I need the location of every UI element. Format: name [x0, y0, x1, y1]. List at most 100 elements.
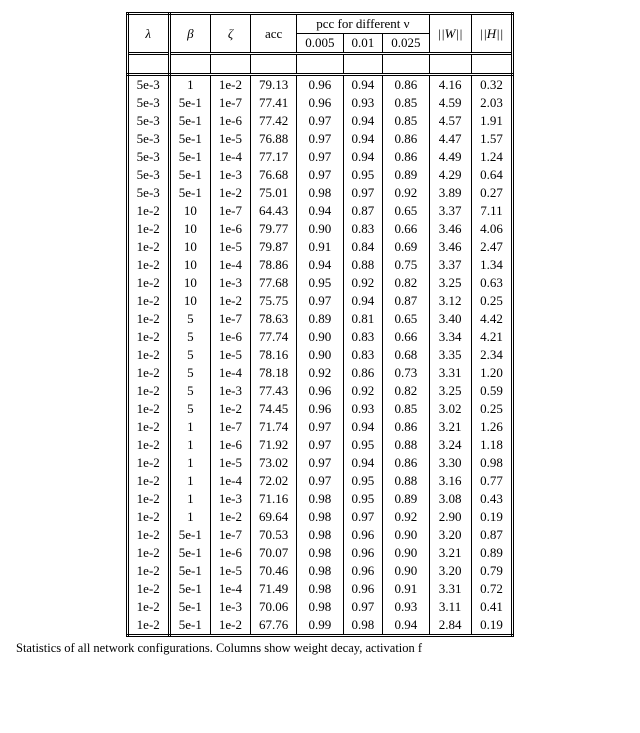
cell: 0.87 [343, 202, 383, 220]
cell: 1.26 [471, 418, 513, 436]
cell: 0.65 [383, 310, 429, 328]
cell: 0.96 [343, 562, 383, 580]
cell: 1e-7 [210, 418, 250, 436]
cell: 0.96 [343, 526, 383, 544]
cell: 5 [169, 346, 210, 364]
cell: 0.98 [471, 454, 513, 472]
cell: 4.59 [429, 94, 471, 112]
cell: 0.93 [343, 400, 383, 418]
cell: 0.41 [471, 598, 513, 616]
cell: 3.11 [429, 598, 471, 616]
col-normH: ||H|| [471, 14, 513, 54]
cell: 72.02 [251, 472, 297, 490]
cell: 5e-3 [127, 75, 169, 95]
col-nu2: 0.01 [343, 34, 383, 54]
table-row: 5e-35e-11e-477.170.970.940.864.491.24 [127, 148, 513, 166]
cell: 3.37 [429, 256, 471, 274]
cell: 0.97 [343, 184, 383, 202]
col-acc: acc [251, 14, 297, 54]
cell: 0.64 [471, 166, 513, 184]
cell: 0.94 [297, 202, 343, 220]
cell: 0.90 [383, 562, 429, 580]
cell: 10 [169, 274, 210, 292]
cell: 3.35 [429, 346, 471, 364]
cell: 4.42 [471, 310, 513, 328]
cell: 0.96 [343, 580, 383, 598]
cell: 73.02 [251, 454, 297, 472]
cell: 1e-2 [127, 580, 169, 598]
cell: 0.97 [297, 166, 343, 184]
cell: 5e-1 [169, 526, 210, 544]
cell: 78.63 [251, 310, 297, 328]
cell: 1e-3 [210, 490, 250, 508]
col-zeta: ζ [210, 14, 250, 54]
cell: 0.96 [343, 544, 383, 562]
cell: 0.94 [297, 256, 343, 274]
cell: 5e-1 [169, 166, 210, 184]
cell: 0.99 [297, 616, 343, 636]
cell: 0.72 [471, 580, 513, 598]
cell: 5e-1 [169, 616, 210, 636]
cell: 0.25 [471, 400, 513, 418]
cell: 1e-2 [127, 436, 169, 454]
cell: 0.79 [471, 562, 513, 580]
cell: 1.24 [471, 148, 513, 166]
cell: 0.89 [383, 490, 429, 508]
cell: 5e-3 [127, 112, 169, 130]
cell: 0.95 [343, 166, 383, 184]
cell: 4.57 [429, 112, 471, 130]
table-row: 1e-251e-677.740.900.830.663.344.21 [127, 328, 513, 346]
cell: 0.82 [383, 382, 429, 400]
cell: 1e-2 [127, 328, 169, 346]
cell: 1e-2 [127, 418, 169, 436]
table-row: 1e-211e-573.020.970.940.863.300.98 [127, 454, 513, 472]
cell: 5e-1 [169, 598, 210, 616]
cell: 10 [169, 238, 210, 256]
table-row: 1e-251e-778.630.890.810.653.404.42 [127, 310, 513, 328]
cell: 5 [169, 382, 210, 400]
cell: 5e-1 [169, 544, 210, 562]
cell: 0.97 [343, 598, 383, 616]
table-row: 5e-35e-11e-677.420.970.940.854.571.91 [127, 112, 513, 130]
cell: 4.16 [429, 75, 471, 95]
cell: 0.98 [297, 598, 343, 616]
cell: 0.94 [343, 112, 383, 130]
cell: 1e-2 [210, 616, 250, 636]
cell: 1e-2 [127, 508, 169, 526]
cell: 1e-7 [210, 526, 250, 544]
stats-table: λ β ζ acc pcc for different ν ||W|| ||H|… [126, 12, 515, 637]
cell: 0.90 [297, 328, 343, 346]
cell: 1e-6 [210, 544, 250, 562]
cell: 0.95 [343, 436, 383, 454]
cell: 0.63 [471, 274, 513, 292]
cell: 5e-3 [127, 166, 169, 184]
cell: 1e-5 [210, 238, 250, 256]
cell: 1e-2 [127, 544, 169, 562]
cell: 1e-4 [210, 580, 250, 598]
cell: 1e-2 [127, 598, 169, 616]
table-row: 1e-211e-269.640.980.970.922.900.19 [127, 508, 513, 526]
cell: 0.90 [383, 526, 429, 544]
cell: 3.34 [429, 328, 471, 346]
cell: 0.94 [343, 292, 383, 310]
cell: 0.19 [471, 508, 513, 526]
cell: 10 [169, 220, 210, 238]
cell: 76.68 [251, 166, 297, 184]
cell: 5e-1 [169, 562, 210, 580]
cell: 1e-2 [127, 454, 169, 472]
cell: 1e-3 [210, 382, 250, 400]
cell: 0.59 [471, 382, 513, 400]
cell: 1.91 [471, 112, 513, 130]
cell: 1e-4 [210, 256, 250, 274]
cell: 5 [169, 400, 210, 418]
cell: 0.19 [471, 616, 513, 636]
cell: 0.86 [383, 148, 429, 166]
cell: 0.90 [297, 346, 343, 364]
cell: 0.96 [297, 75, 343, 95]
col-nu1: 0.005 [297, 34, 343, 54]
cell: 3.20 [429, 526, 471, 544]
cell: 1 [169, 472, 210, 490]
cell: 1 [169, 436, 210, 454]
cell: 1e-7 [210, 94, 250, 112]
cell: 1e-5 [210, 346, 250, 364]
